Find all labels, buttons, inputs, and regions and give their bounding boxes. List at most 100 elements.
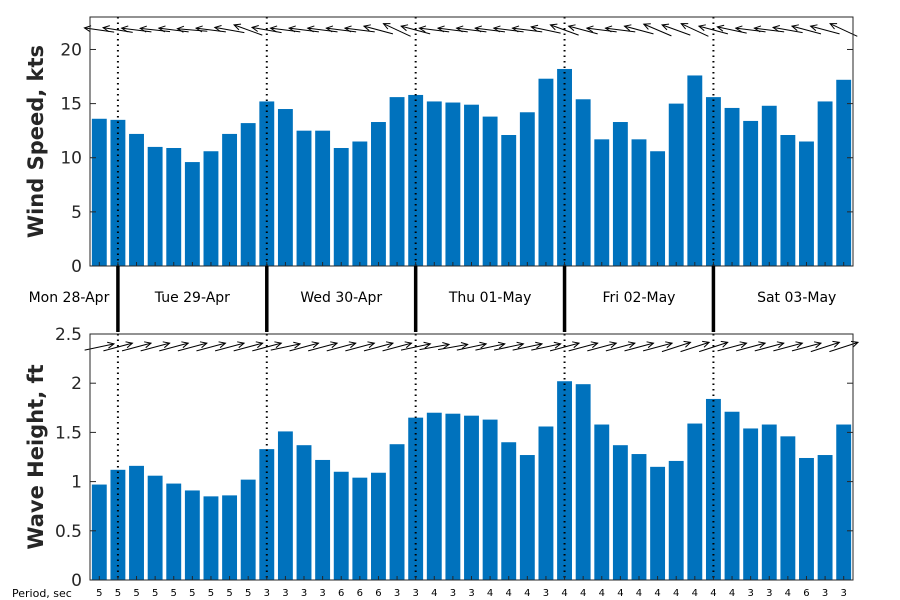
bar: [277, 431, 293, 580]
bar: [501, 135, 517, 266]
arrow-shaft: [196, 27, 226, 33]
bar: [445, 102, 461, 266]
day-label: Wed 30-Apr: [300, 290, 382, 306]
direction-arrow: [790, 24, 822, 35]
bar: [315, 130, 331, 266]
bar: [538, 426, 554, 580]
bar: [110, 119, 126, 266]
arrow-shaft: [531, 26, 561, 34]
period-value: 4: [599, 588, 605, 599]
period-value: 5: [245, 588, 251, 599]
period-row: Period, sec 5 5 5 5 5 5 5 5 5 3 3 3 3 6 6 6 3 3 4 3 3 4 4 4 3 4 4 4 4…: [12, 587, 847, 600]
direction-arrow: [159, 341, 190, 352]
direction-arrow: [121, 341, 153, 352]
direction-arrow: [549, 23, 579, 36]
direction-arrow: [308, 341, 339, 352]
arrow-shaft: [363, 25, 394, 35]
bar: [296, 130, 312, 266]
arrow-shaft: [735, 27, 766, 33]
arrow-shaft: [419, 27, 450, 33]
direction-arrow: [233, 23, 263, 36]
direction-arrow: [474, 25, 506, 33]
arrow-shaft: [531, 343, 561, 351]
period-value: 3: [319, 588, 325, 599]
bar: [222, 133, 238, 266]
arrow-shaft: [456, 343, 487, 351]
arrow-head: [795, 341, 804, 349]
arrow-head: [455, 25, 464, 33]
bar: [724, 411, 740, 580]
period-value: 5: [152, 588, 158, 599]
arrow-shaft: [103, 27, 133, 33]
arrow-head: [609, 341, 618, 349]
direction-arrow: [530, 24, 561, 34]
arrow-head: [107, 341, 116, 349]
arrow-head: [382, 23, 391, 30]
direction-arrow: [531, 341, 562, 351]
bar: [594, 424, 610, 580]
arrow-head: [549, 23, 558, 31]
direction-arrow: [829, 340, 860, 353]
arrow-shaft: [84, 27, 115, 33]
arrow-head: [144, 341, 153, 349]
y-tick-label: 10: [60, 149, 82, 169]
arrow-head: [157, 25, 166, 33]
bar: [780, 436, 796, 580]
direction-arrow: [623, 24, 654, 35]
arrow-head: [120, 25, 129, 33]
direction-arrow: [270, 341, 302, 351]
arrow-head: [697, 24, 706, 32]
bar: [780, 135, 796, 266]
arrow-shaft: [773, 342, 803, 352]
arrow-shaft: [252, 342, 282, 352]
direction-arrow: [213, 25, 245, 34]
direction-arrow: [306, 25, 338, 33]
direction-arrow: [810, 340, 841, 353]
arrow-shaft: [754, 27, 785, 33]
direction-arrow: [269, 25, 301, 33]
arrow-head: [627, 341, 636, 349]
arrow-shaft: [717, 26, 747, 34]
bar: [333, 471, 349, 580]
period-value: 3: [766, 588, 772, 599]
arrow-head: [218, 341, 227, 349]
arrow-shaft: [121, 342, 152, 352]
arrow-shaft: [754, 342, 784, 352]
bar: [761, 105, 777, 266]
arrow-head: [237, 341, 246, 349]
period-value: 5: [115, 588, 121, 599]
arrow-shaft: [587, 342, 617, 352]
arrow-head: [809, 24, 818, 32]
bar: [166, 147, 182, 266]
direction-arrow: [680, 23, 709, 37]
bar: [371, 472, 386, 580]
arrow-head: [436, 25, 445, 33]
arrow-shaft: [661, 24, 691, 36]
arrow-head: [474, 25, 483, 33]
bar: [557, 381, 572, 580]
y-axis-label: Wave Height, ft: [24, 364, 48, 549]
arrow-head: [776, 341, 785, 349]
bar: [594, 139, 610, 266]
arrow-head: [661, 23, 670, 31]
direction-arrow: [176, 25, 208, 33]
arrow-shaft: [717, 342, 747, 352]
arrow-head: [623, 24, 632, 32]
direction-arrow: [196, 341, 227, 352]
bar: [129, 465, 144, 580]
y-tick-label: 0: [71, 257, 82, 277]
arrow-shaft: [438, 343, 468, 351]
bar: [668, 103, 684, 266]
arrow-head: [139, 25, 147, 33]
bar: [371, 122, 386, 266]
arrow-shaft: [103, 342, 133, 352]
arrow-head: [311, 341, 320, 349]
direction-arrow: [773, 341, 804, 352]
arrow-shaft: [791, 25, 822, 35]
bar: [743, 428, 759, 580]
arrow-shaft: [661, 341, 691, 353]
arrow-shaft: [791, 342, 822, 352]
bar: [352, 477, 368, 580]
bar: [817, 101, 833, 266]
bar: [110, 469, 126, 580]
